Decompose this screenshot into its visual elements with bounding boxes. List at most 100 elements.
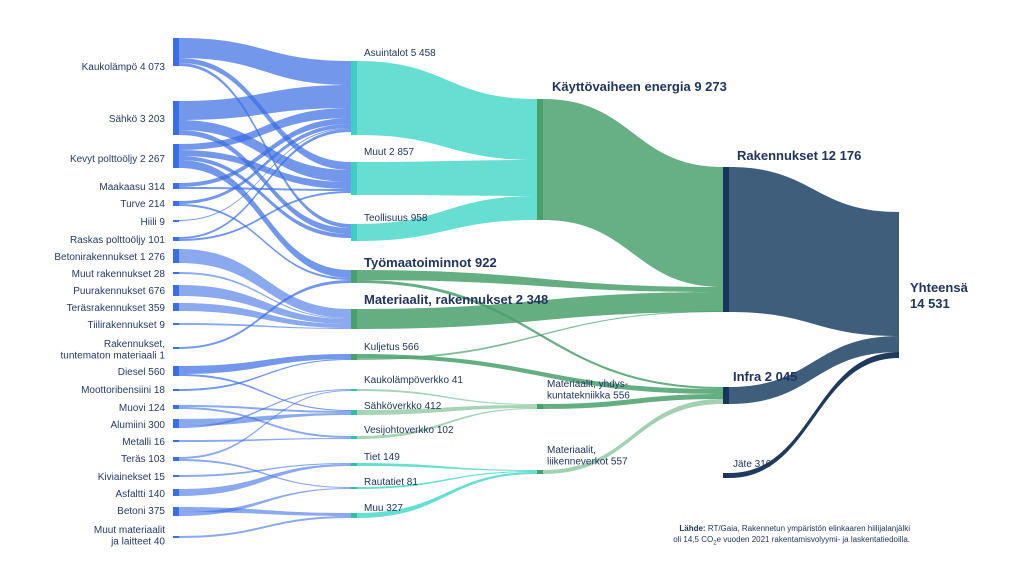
link-rautatiet-agg (357, 471, 537, 489)
link-kevyt-teollisuus (179, 156, 351, 238)
label-total-value: 14 531 (910, 296, 950, 311)
link-teras-rautatiet (179, 459, 351, 488)
link-kuljetus-infra (357, 354, 723, 394)
label-muovi: Muovi 124 (119, 403, 166, 414)
link-kaukoverkko-agg (357, 389, 537, 405)
node-materiaalit (351, 309, 357, 329)
link-kiviaines-tiet (179, 463, 351, 477)
link-teollisuus-agg (357, 196, 537, 241)
link-hiili-asuintalot (179, 128, 351, 221)
node-hiili (173, 220, 179, 222)
link-tuntematon-tyomaa (179, 280, 351, 349)
label-sahkoverkko: Sähköverkko 412 (364, 401, 442, 412)
node-muutmat (173, 536, 179, 538)
label-kaukolampo: Kaukolämpö 4 073 (82, 62, 166, 73)
link-maakaasu-asuintalot (179, 118, 351, 187)
label-muutrak: Muut rakennukset 28 (72, 269, 166, 280)
node-diesel (173, 366, 179, 376)
node-asfaltti (173, 489, 179, 496)
node-kaukolampo (173, 38, 179, 66)
label-jate: Jäte 310 (733, 459, 772, 470)
node-turve (173, 201, 179, 206)
node-sahko (173, 101, 179, 135)
node-maakaasu (173, 183, 179, 189)
node-muu (351, 513, 357, 518)
link-muutrak-materiaalit (179, 272, 351, 319)
node-kevyt (173, 144, 179, 168)
link-asfaltti-tiet (179, 464, 351, 496)
label-maakaasu: Maakaasu 314 (99, 182, 165, 193)
label-raskas: Raskas polttoöljy 101 (70, 235, 165, 246)
label-moottori: Moottoribensiini 18 (81, 385, 165, 396)
label-rautatiet: Rautatiet 81 (364, 477, 418, 488)
node-tyomaa (351, 270, 357, 283)
link-asuintalot-agg (357, 61, 537, 160)
label-muutmat: Muut materiaalit ja laitteet 40 (94, 525, 166, 548)
link-infra-total (729, 336, 899, 404)
link-turve-asuintalot (179, 124, 351, 204)
link-raskas-asuintalot (179, 129, 351, 239)
label-betonirak: Betonirakennukset 1 276 (54, 252, 165, 263)
label-kiviaines: Kiviainekset 15 (98, 472, 166, 483)
link-betoni-rautatiet (179, 488, 351, 516)
node-betoni (173, 507, 179, 516)
link-turve-tyomaa (179, 204, 351, 280)
link-tiilirak-materiaalit (179, 323, 351, 329)
node-matyhd (537, 404, 543, 409)
label-teras: Teräs 103 (121, 454, 165, 465)
flow-nodes (173, 38, 729, 538)
node-rakennukset (723, 167, 729, 312)
label-muut: Muut 2 857 (364, 147, 414, 158)
link-metalli-vesiverkko (179, 438, 351, 442)
node-muutrak (173, 272, 179, 274)
node-moottori (173, 389, 179, 391)
link-materiaalit-rakennukset (357, 292, 723, 329)
link-muut-agg (357, 160, 537, 196)
link-diesel-sahkoverkko (179, 374, 351, 411)
link-muovi-vesiverkko (179, 407, 351, 438)
label-tuntematon: Rakennukset, tuntematon materiaali 1 (60, 339, 165, 362)
node-kaukoverkko (351, 389, 357, 391)
node-alumiini (173, 419, 179, 428)
link-kuljetus-rakennukset (357, 311, 723, 360)
link-diesel-kuljetus (179, 354, 351, 374)
label-metalli: Metalli 16 (122, 437, 165, 448)
label-materiaalit: Materiaalit, rakennukset 2 348 (364, 292, 548, 307)
label-sahko: Sähkö 3 203 (109, 114, 166, 125)
node-tiilirak (173, 323, 179, 325)
node-kuljetus (351, 354, 357, 360)
label-tyomaa: Työmaatoiminnot 922 (364, 255, 497, 270)
link-jate-total (729, 352, 899, 478)
label-terasrak: Teräsrakennukset 359 (67, 303, 166, 314)
node-rautatiet (351, 487, 357, 489)
label-kayttovaihe: Käyttövaiheen energia 9 273 (552, 79, 727, 94)
link-muu-agg (357, 472, 537, 518)
source-note-line2a: oli 14,5 CO (673, 535, 714, 544)
node-tiet (351, 463, 357, 466)
link-teras-kaukoverkko (179, 390, 351, 459)
node-asuintalot (351, 61, 357, 135)
source-note: Lähde: RT/Gaia, Rakennetun ympäristön el… (580, 523, 910, 550)
label-matyhd: Materiaalit, yhdys-kuntatekniikka 556 (547, 379, 630, 402)
link-kayttovaihe-rakennukset (543, 99, 723, 287)
label-infra: Infra 2 045 (733, 369, 797, 384)
source-note-line2b: e vuoden 2021 rakentamisvolyymi- ja lask… (716, 535, 910, 544)
label-alumiini: Alumiini 300 (111, 420, 166, 431)
node-muovi (173, 405, 179, 409)
node-terasrak (173, 303, 179, 311)
label-tiilirak: Tiilirakennukset 9 (88, 320, 166, 331)
node-tuntematon (173, 347, 179, 349)
label-betoni: Betoni 375 (117, 506, 165, 517)
link-alumiini-kaukoverkko (179, 389, 351, 428)
label-hiili: Hiili 9 (141, 217, 166, 228)
link-maakaasu-muut (179, 187, 351, 191)
label-kaukoverkko: Kaukolämpöverkko 41 (364, 375, 463, 386)
link-muutmat-muu (179, 516, 351, 538)
label-asfaltti: Asfaltti 140 (116, 489, 166, 500)
link-moottori-kuljetus (179, 359, 351, 391)
source-note-bold: Lähde: (679, 524, 706, 533)
label-puurak: Puurakennukset 676 (73, 286, 165, 297)
label-muu: Muu 327 (364, 503, 403, 514)
